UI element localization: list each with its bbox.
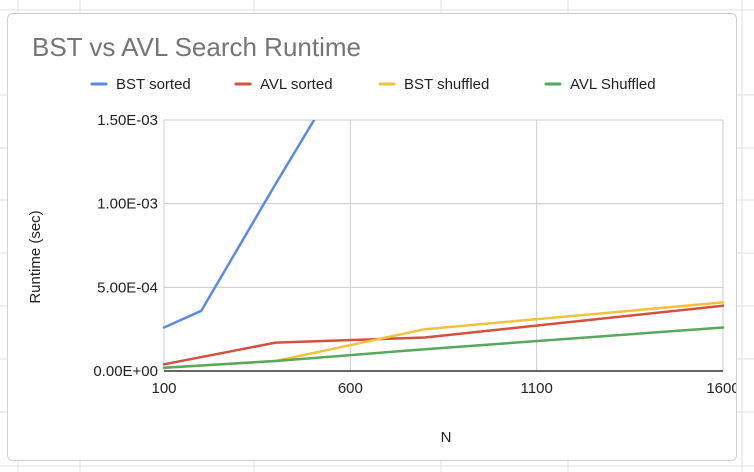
gridlines [163,119,724,371]
series-line-avl-shuffled[interactable] [162,326,725,369]
legend-item-avl-shuffled[interactable]: AVL Shuffled [544,76,656,93]
x-tick-label: 1100 [521,380,553,397]
series-line-avl-sorted[interactable] [162,304,725,366]
legend: BST sorted AVL sorted BST shuffled AVL Shuf… [90,76,656,93]
y-axis-title: Runtime (sec) [27,210,44,303]
legend-item-bst-shuffled[interactable]: BST shuffled [378,76,489,93]
legend-label: AVL sorted [260,76,333,93]
legend-label: BST shuffled [404,76,489,93]
series-lines [162,14,725,369]
y-axis-tick-labels: 0.00E+00 5.00E-04 1.00E-03 1.50E-03 [93,112,158,380]
x-tick-label: 600 [338,380,363,397]
y-tick-label: 0.00E+00 [93,363,158,380]
x-tick-label: 100 [151,380,176,397]
legend-item-bst-sorted[interactable]: BST sorted [90,76,191,93]
x-tick-label: 1600 [706,380,737,397]
x-axis-title: N [441,429,452,446]
x-axis-tick-labels: 100 600 1100 1600 [151,380,737,397]
legend-label: AVL Shuffled [570,76,656,93]
legend-label: BST sorted [116,76,191,93]
y-tick-label: 5.00E-04 [97,279,158,296]
chart-card[interactable]: BST vs AVL Search Runtime BST sorted AVL … [7,13,737,461]
y-tick-label: 1.00E-03 [97,196,158,213]
series-line-bst-sorted[interactable] [162,14,425,329]
line-chart: BST vs AVL Search Runtime BST sorted AVL … [27,14,737,446]
y-tick-label: 1.50E-03 [97,112,158,129]
chart-title: BST vs AVL Search Runtime [32,32,361,62]
legend-item-avl-sorted[interactable]: AVL sorted [234,76,333,93]
